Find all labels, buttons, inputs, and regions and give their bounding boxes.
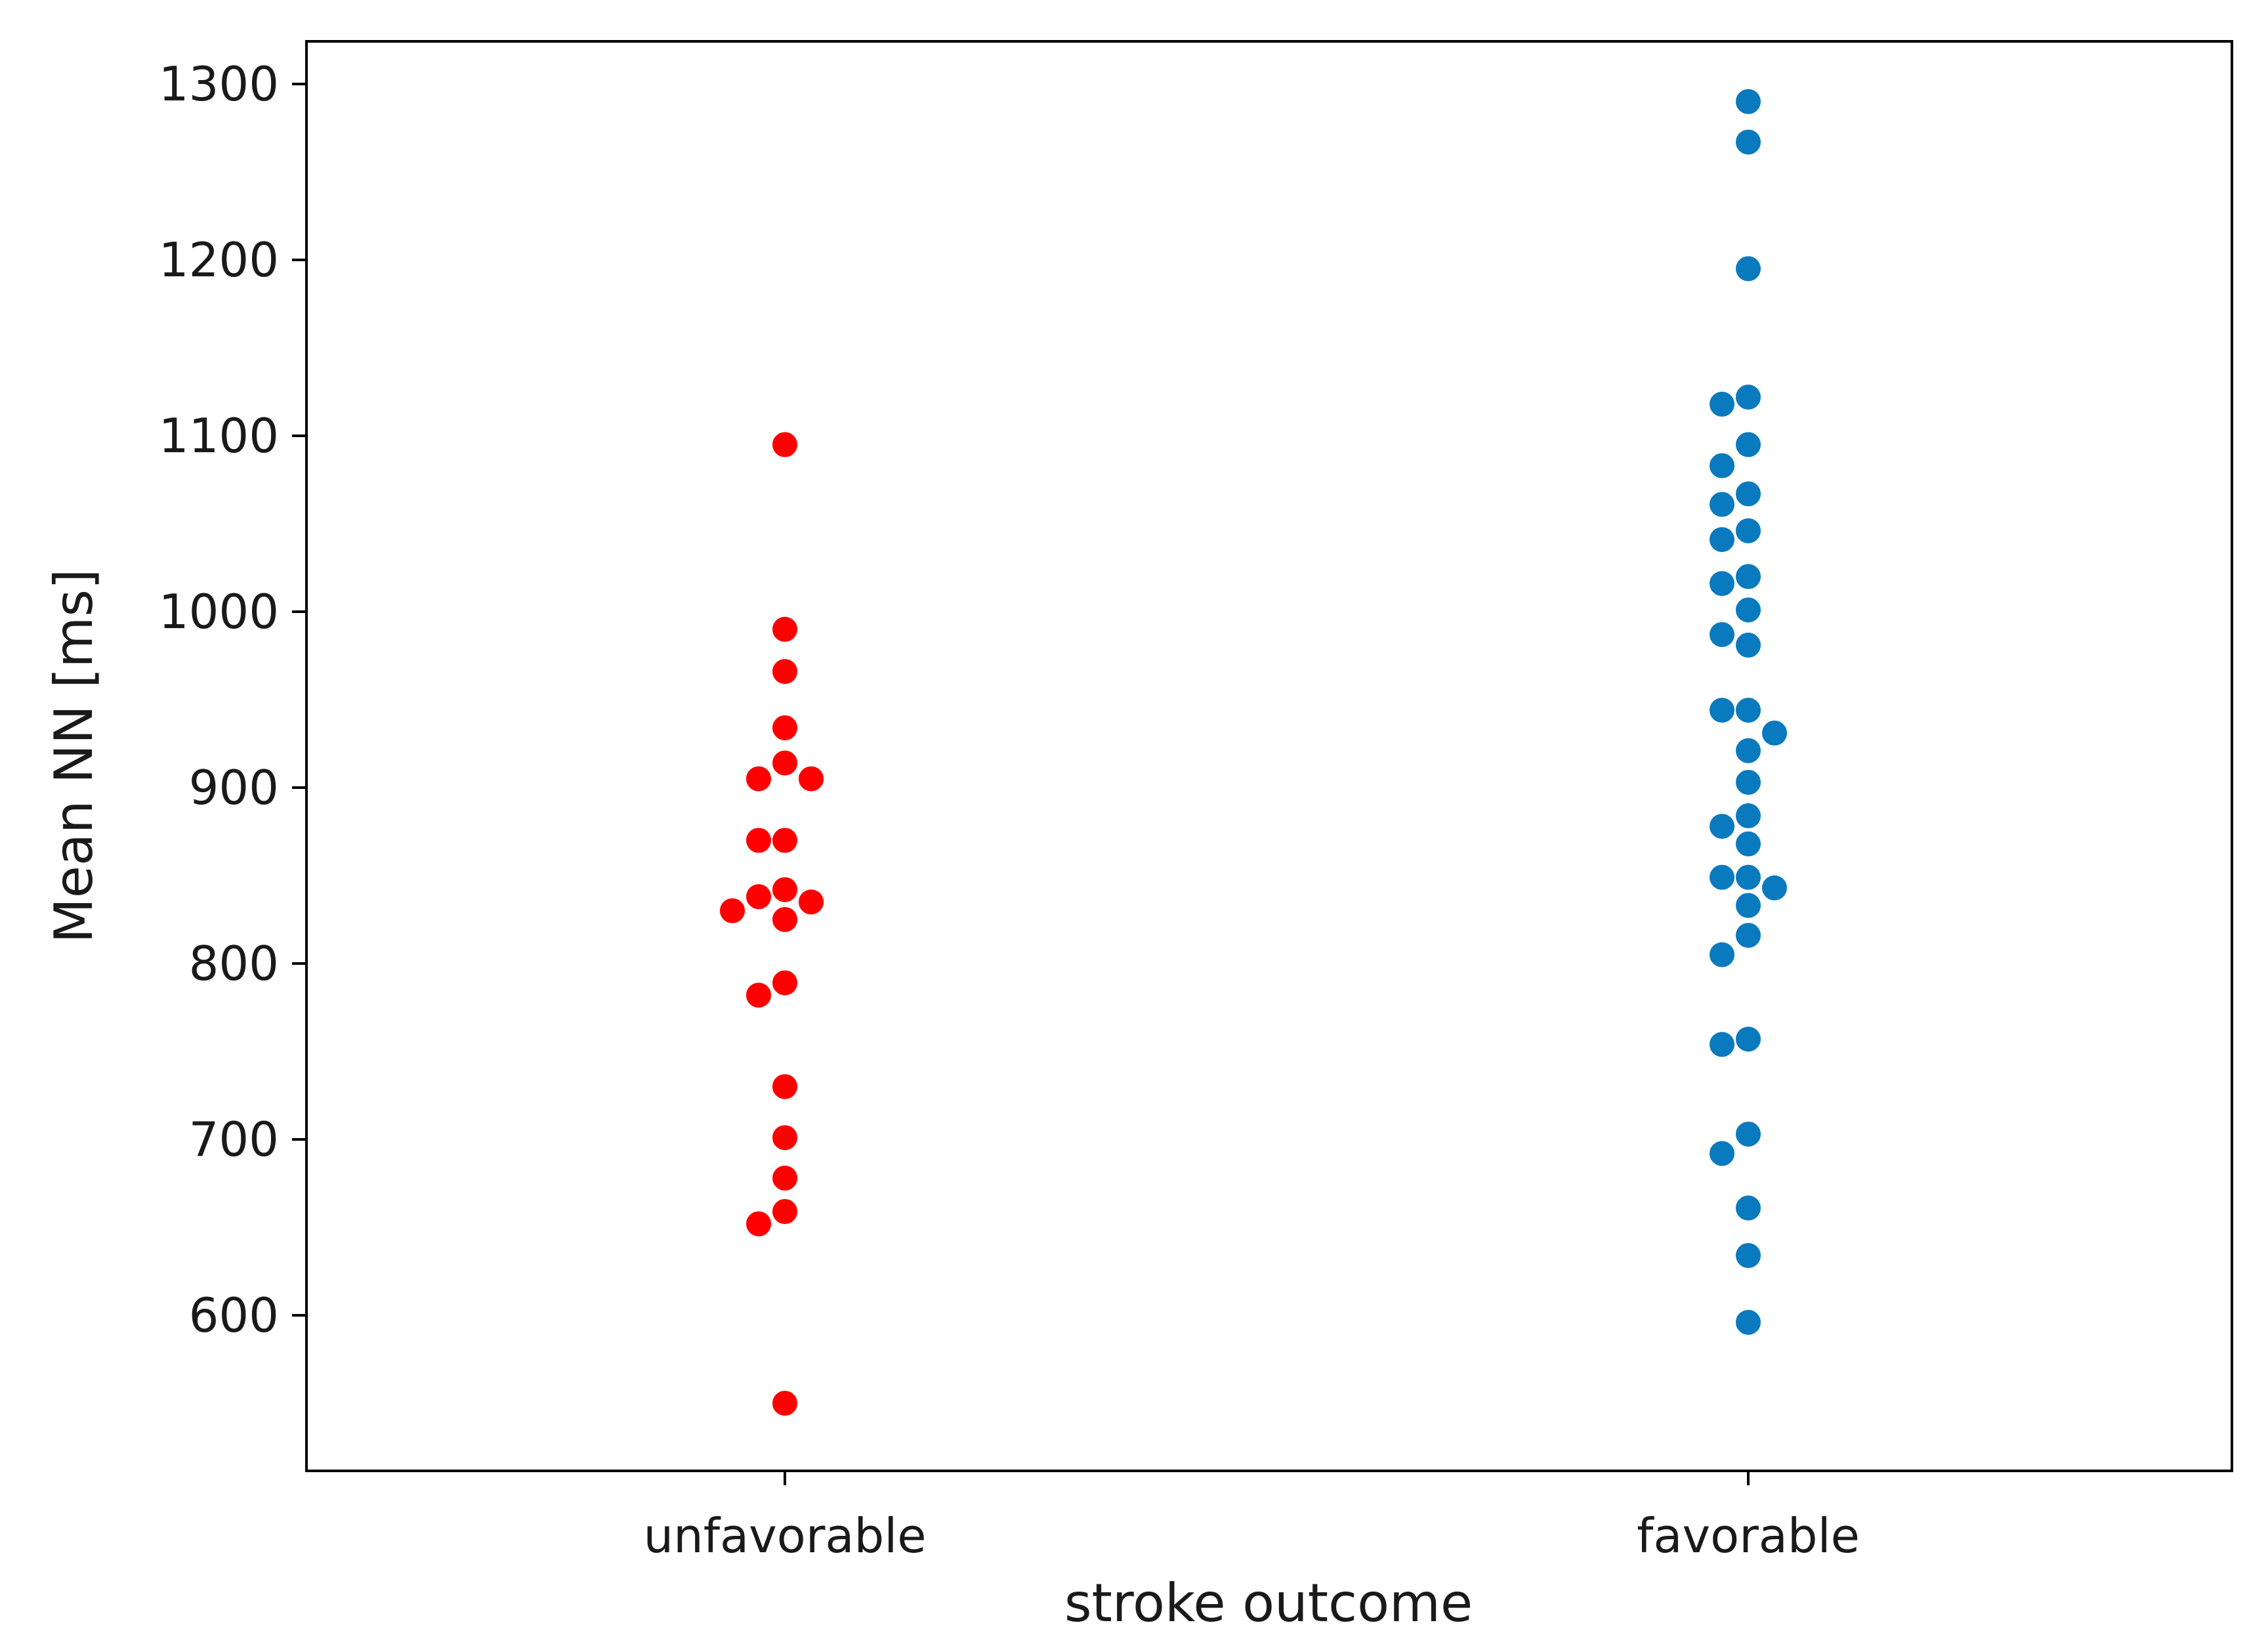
- x-tick-label-favorable: favorable: [1637, 1508, 1860, 1563]
- x-axis-label: stroke outcome: [1064, 1573, 1473, 1634]
- data-point-favorable: [1734, 830, 1762, 858]
- data-point-unfavorable: [745, 883, 772, 911]
- data-point-unfavorable: [771, 658, 799, 686]
- data-point-favorable: [1734, 736, 1762, 765]
- data-point-favorable: [1761, 719, 1788, 747]
- data-point-favorable: [1708, 390, 1736, 418]
- data-point-unfavorable: [771, 615, 799, 643]
- data-point-favorable: [1734, 480, 1762, 508]
- data-point-favorable: [1734, 891, 1762, 920]
- data-point-unfavorable: [745, 1210, 772, 1238]
- data-point-favorable: [1734, 1194, 1762, 1222]
- data-point-favorable: [1708, 570, 1736, 598]
- data-point-unfavorable: [771, 1164, 799, 1192]
- x-tick-label-unfavorable: unfavorable: [643, 1508, 926, 1563]
- data-point-unfavorable: [771, 969, 799, 997]
- data-point-favorable: [1708, 620, 1736, 648]
- y-tick-label: 600: [189, 1288, 279, 1343]
- data-point-unfavorable: [771, 826, 799, 855]
- data-point-favorable: [1734, 87, 1762, 116]
- data-point-unfavorable: [771, 876, 799, 904]
- data-point-favorable: [1734, 1308, 1762, 1336]
- data-point-favorable: [1708, 812, 1736, 840]
- data-point-favorable: [1734, 863, 1762, 891]
- data-point-unfavorable: [771, 713, 799, 742]
- data-point-favorable: [1708, 452, 1736, 480]
- data-point-favorable: [1734, 1241, 1762, 1269]
- y-tick-label: 1100: [159, 408, 279, 463]
- data-point-unfavorable: [797, 765, 825, 793]
- y-axis: 600 700 800 900 1000 1100 1200 1300: [159, 56, 306, 1343]
- data-point-unfavorable: [771, 749, 799, 777]
- plot-frame: [305, 40, 2233, 1472]
- y-tick-label: 700: [189, 1112, 279, 1167]
- y-tick-label: 1000: [159, 584, 279, 639]
- data-point-favorable: [1734, 596, 1762, 624]
- data-point-unfavorable: [771, 431, 799, 459]
- data-point-favorable: [1734, 1120, 1762, 1148]
- data-point-favorable: [1708, 696, 1736, 725]
- y-tick-label: 1200: [159, 232, 279, 287]
- data-point-favorable: [1734, 431, 1762, 459]
- data-point-unfavorable: [771, 1389, 799, 1417]
- data-point-unfavorable: [797, 888, 825, 916]
- y-tick-label: 1300: [159, 56, 279, 112]
- data-point-favorable: [1734, 517, 1762, 545]
- data-point-unfavorable: [745, 826, 772, 855]
- data-point-favorable: [1708, 941, 1736, 969]
- data-point-favorable: [1734, 801, 1762, 830]
- data-point-favorable: [1708, 526, 1736, 554]
- data-point-favorable: [1734, 128, 1762, 156]
- data-point-favorable: [1734, 921, 1762, 950]
- data-point-unfavorable: [745, 765, 772, 793]
- data-point-unfavorable: [771, 906, 799, 933]
- data-point-favorable: [1708, 490, 1736, 519]
- data-point-favorable: [1708, 1030, 1736, 1059]
- data-point-favorable: [1708, 863, 1736, 891]
- data-points: [719, 87, 1788, 1417]
- data-point-unfavorable: [771, 1124, 799, 1152]
- data-point-favorable: [1734, 562, 1762, 591]
- data-point-favorable: [1761, 874, 1788, 902]
- data-point-favorable: [1734, 631, 1762, 659]
- data-point-favorable: [1734, 1025, 1762, 1053]
- y-tick-label: 800: [189, 936, 279, 991]
- data-point-unfavorable: [719, 897, 746, 925]
- data-point-unfavorable: [745, 981, 772, 1009]
- data-point-favorable: [1734, 383, 1762, 412]
- data-point-favorable: [1708, 1139, 1736, 1168]
- y-axis-label: Mean NN [ms]: [43, 569, 104, 944]
- data-point-favorable: [1734, 255, 1762, 283]
- data-point-favorable: [1734, 768, 1762, 796]
- y-tick-label: 900: [189, 760, 279, 815]
- data-point-unfavorable: [771, 1072, 799, 1101]
- x-axis: unfavorable favorable: [643, 1471, 1860, 1563]
- data-point-unfavorable: [771, 1197, 799, 1225]
- data-point-favorable: [1734, 696, 1762, 725]
